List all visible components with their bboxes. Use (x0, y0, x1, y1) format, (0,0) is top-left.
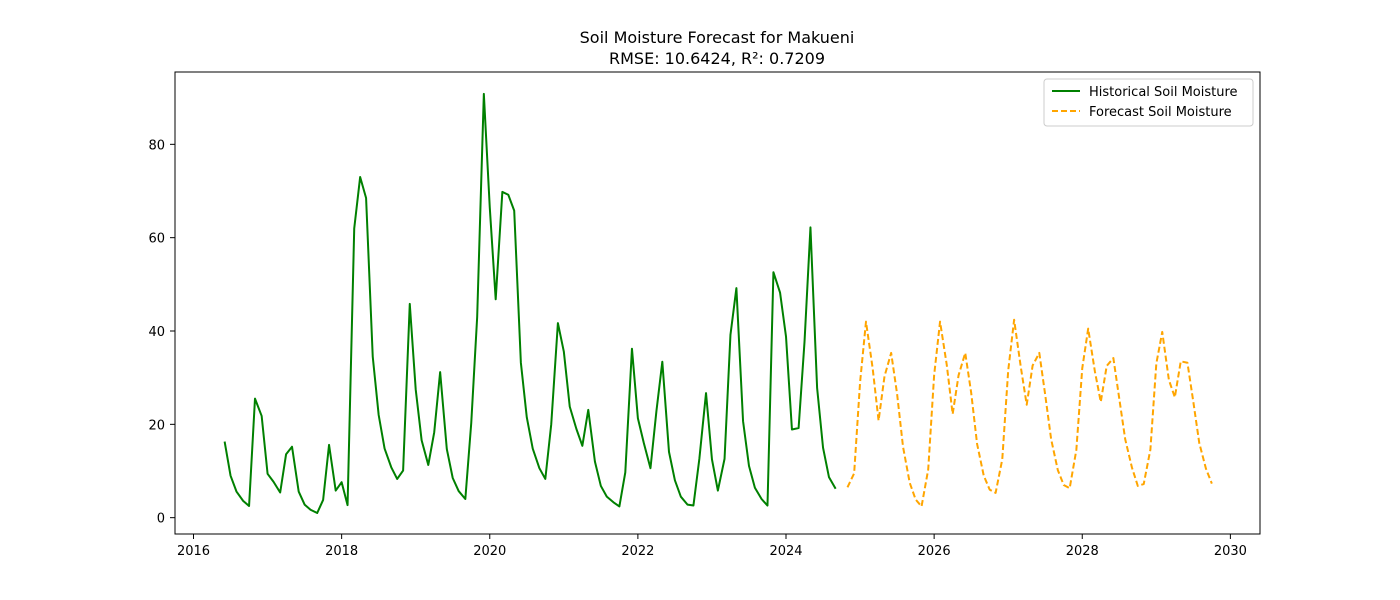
historical-soil-moisture-line (223, 92, 837, 514)
forecast-soil-moisture-line (846, 318, 1213, 508)
series-lines (223, 92, 1213, 514)
y-tick-label: 0 (157, 512, 165, 527)
x-tick-label: 2018 (325, 544, 358, 559)
x-tick-label: 2026 (918, 544, 951, 559)
legend: Historical Soil Moisture Forecast Soil M… (1043, 78, 1254, 127)
plot-area (174, 71, 1261, 535)
x-axis: 2016 2018 2020 2022 2024 2026 2028 2030 (177, 534, 1247, 559)
chart-title: Soil Moisture Forecast for Makueni (580, 28, 855, 47)
legend-label-historical: Historical Soil Moisture (1089, 85, 1238, 100)
x-tick-label: 2028 (1066, 544, 1099, 559)
y-tick-label: 20 (148, 418, 165, 433)
x-tick-label: 2020 (473, 544, 506, 559)
y-tick-label: 60 (148, 232, 165, 247)
chart-subtitle: RMSE: 10.6424, R²: 0.7209 (609, 49, 825, 68)
y-tick-label: 40 (148, 325, 165, 340)
x-tick-label: 2016 (177, 544, 210, 559)
y-axis: 0 20 40 60 80 (148, 138, 175, 527)
legend-box (1043, 78, 1254, 127)
y-tick-label: 80 (148, 138, 165, 153)
legend-label-forecast: Forecast Soil Moisture (1089, 105, 1232, 120)
x-tick-label: 2030 (1214, 544, 1247, 559)
x-tick-label: 2024 (769, 544, 802, 559)
x-tick-label: 2022 (621, 544, 654, 559)
axes-frame (174, 71, 1261, 535)
